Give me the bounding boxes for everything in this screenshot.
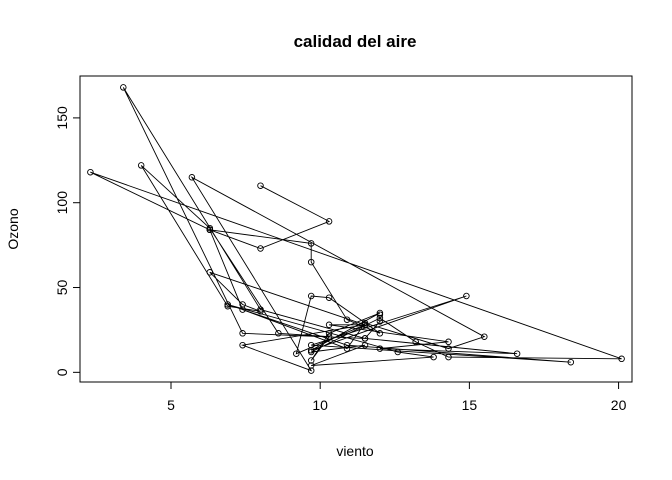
data-point xyxy=(325,330,333,337)
data-point xyxy=(188,174,196,181)
y-tick-label: 0 xyxy=(54,368,70,376)
data-point xyxy=(239,306,246,313)
data-point xyxy=(307,258,315,266)
data-point xyxy=(239,341,246,349)
data-point xyxy=(120,84,127,91)
series-layer xyxy=(87,84,625,374)
data-point xyxy=(307,240,315,247)
data-point xyxy=(445,353,452,361)
data-point xyxy=(257,182,264,189)
data-point xyxy=(376,330,384,337)
data-point xyxy=(206,226,214,234)
data-point xyxy=(307,367,315,374)
y-tick-label: 150 xyxy=(54,106,70,130)
x-axis-ticks: 5 10 15 20 xyxy=(167,382,627,413)
data-point xyxy=(325,294,333,301)
x-tick-label: 10 xyxy=(312,397,328,413)
data-point xyxy=(257,245,264,252)
data-point xyxy=(257,308,264,315)
y-axis-label: Ozono xyxy=(5,208,21,249)
data-point xyxy=(293,350,300,357)
data-point xyxy=(224,301,231,308)
data-point xyxy=(275,330,282,337)
data-point xyxy=(224,302,231,310)
data-point xyxy=(307,341,315,349)
x-axis-label: viento xyxy=(336,443,374,459)
data-point xyxy=(567,358,575,366)
data-point xyxy=(307,357,315,364)
data-point xyxy=(445,345,452,352)
data-point xyxy=(430,353,437,361)
chart-title: calidad del aire xyxy=(294,32,417,51)
data-point xyxy=(325,218,333,225)
data-point xyxy=(618,355,625,363)
data-point xyxy=(445,338,452,346)
data-point xyxy=(257,306,264,313)
data-point xyxy=(307,292,315,300)
data-point xyxy=(376,309,384,317)
data-point xyxy=(361,341,369,349)
data-point xyxy=(343,316,351,323)
data-point xyxy=(239,330,246,337)
data-point xyxy=(376,318,384,325)
data-point xyxy=(87,168,94,176)
data-point xyxy=(307,347,315,354)
data-point xyxy=(361,319,369,327)
data-point xyxy=(307,362,315,369)
x-tick-label: 15 xyxy=(462,397,478,413)
y-tick-label: 100 xyxy=(54,191,70,215)
x-tick-label: 20 xyxy=(611,397,627,413)
data-point xyxy=(361,321,369,329)
data-point xyxy=(376,311,384,318)
data-point xyxy=(239,301,246,308)
data-point xyxy=(481,333,488,340)
data-point xyxy=(376,345,384,352)
data-point xyxy=(513,350,521,357)
y-axis-ticks: 0 50 100 150 xyxy=(54,106,80,376)
data-point xyxy=(463,292,470,300)
y-tick-label: 50 xyxy=(54,280,70,296)
series-line xyxy=(90,87,622,372)
data-point xyxy=(343,345,351,352)
data-point xyxy=(325,333,333,340)
data-point xyxy=(307,348,315,356)
x-tick-label: 5 xyxy=(167,397,175,413)
data-point xyxy=(137,162,145,169)
data-point xyxy=(394,348,402,356)
data-point xyxy=(325,321,333,329)
data-point xyxy=(206,269,214,276)
data-point xyxy=(361,335,369,342)
data-point xyxy=(343,341,351,349)
data-point xyxy=(412,338,419,346)
data-point xyxy=(376,314,384,322)
